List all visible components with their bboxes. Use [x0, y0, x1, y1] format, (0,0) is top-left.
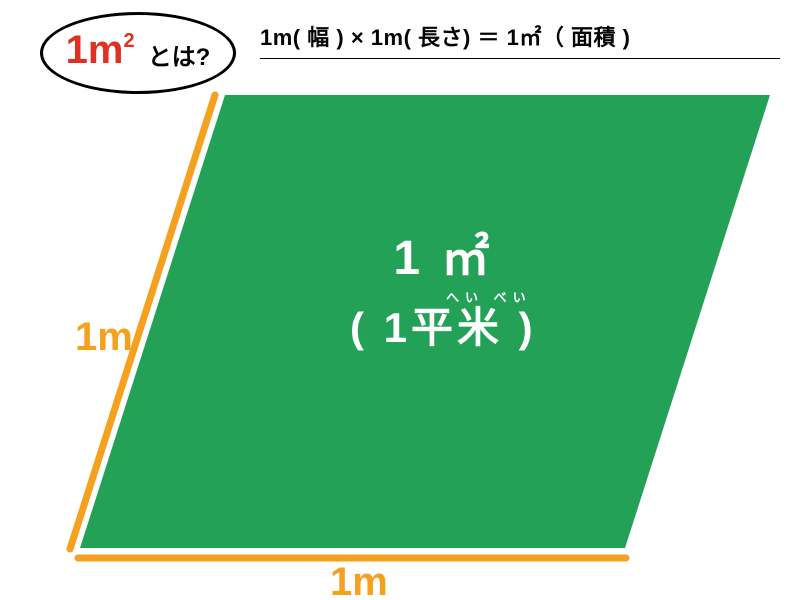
- center-ruby: へい べい: [446, 291, 532, 304]
- bubble-text: 1m2 とは?: [66, 30, 211, 70]
- center-heibei: へい べい ( 1平米 ): [350, 307, 537, 349]
- side-label-left: 1m: [75, 315, 133, 360]
- bubble-suffix: とは?: [148, 44, 211, 71]
- center-labels: 1 ㎡ へい べい ( 1平米 ): [350, 235, 537, 349]
- bubble-value-base: 1m: [66, 28, 124, 72]
- bubble-value-exp: 2: [123, 30, 134, 52]
- speech-bubble: 1m2 とは?: [40, 12, 236, 94]
- bubble-value: 1m2: [66, 28, 146, 72]
- center-heibei-text: ( 1平米 ): [350, 304, 537, 351]
- side-label-bottom: 1m: [330, 560, 388, 600]
- center-area-value: 1 ㎡: [350, 235, 537, 283]
- diagram-stage: 1m2 とは? 1m( 幅 ) × 1m( 長さ) ＝ 1㎡（ 面積 ) 1m …: [0, 0, 800, 600]
